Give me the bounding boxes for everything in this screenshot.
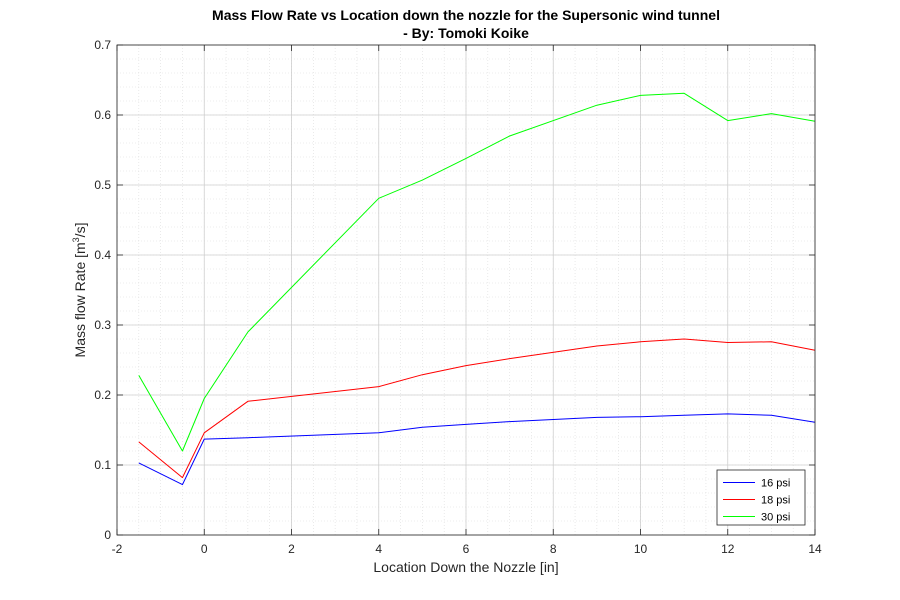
legend-label-30-psi: 30 psi bbox=[761, 512, 790, 524]
x-tick-label: 6 bbox=[463, 542, 470, 556]
y-axis-label: Mass flow Rate [m3/s] bbox=[71, 223, 88, 358]
x-tick-label: 12 bbox=[721, 542, 735, 556]
y-tick-labels: 0 0.1 0.2 0.3 0.4 0.5 0.6 0.7 bbox=[94, 38, 111, 542]
x-tick-label: 14 bbox=[808, 542, 822, 556]
y-axis-label-superscript: 3 bbox=[71, 237, 81, 242]
y-tick-label: 0.3 bbox=[94, 318, 111, 332]
y-tick-label: 0.4 bbox=[94, 248, 111, 262]
x-tick-label: 10 bbox=[634, 542, 648, 556]
legend-label-16-psi: 16 psi bbox=[761, 478, 790, 490]
y-tick-label: 0.5 bbox=[94, 178, 111, 192]
x-tick-labels: -2 0 2 4 6 8 10 12 14 bbox=[112, 542, 822, 556]
y-axis-label-suffix: /s] bbox=[72, 223, 88, 238]
chart-title: Mass Flow Rate vs Location down the nozz… bbox=[212, 7, 720, 23]
series-line-30-psi bbox=[138, 92, 816, 452]
legend-box bbox=[716, 469, 806, 526]
y-tick-label: 0 bbox=[104, 528, 111, 542]
x-tick-label: 4 bbox=[375, 542, 382, 556]
legend-label-18-psi: 18 psi bbox=[761, 495, 790, 507]
y-axis-label-prefix: Mass flow Rate [m bbox=[72, 242, 88, 357]
x-tick-label: -2 bbox=[112, 542, 123, 556]
x-tick-label: 0 bbox=[201, 542, 208, 556]
x-tick-label: 8 bbox=[550, 542, 557, 556]
series-layer bbox=[138, 92, 816, 486]
legend: 16 psi 18 psi 30 psi bbox=[716, 469, 806, 526]
y-tick-label: 0.7 bbox=[94, 38, 111, 52]
series-line-18-psi bbox=[138, 338, 816, 479]
chart-subtitle: - By: Tomoki Koike bbox=[403, 25, 529, 41]
y-tick-label: 0.1 bbox=[94, 458, 111, 472]
y-tick-label: 0.6 bbox=[94, 108, 111, 122]
x-axis-label: Location Down the Nozzle [in] bbox=[373, 559, 558, 575]
x-tick-label: 2 bbox=[288, 542, 295, 556]
series-line-16-psi bbox=[138, 413, 816, 486]
y-tick-label: 0.2 bbox=[94, 388, 111, 402]
tick-marks bbox=[116, 44, 816, 536]
